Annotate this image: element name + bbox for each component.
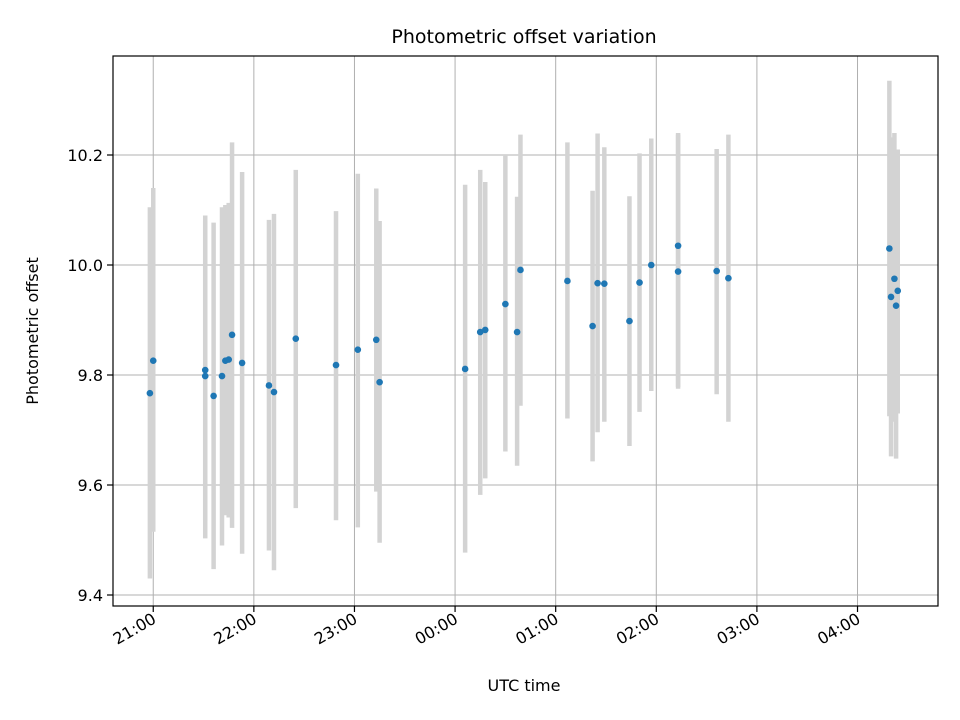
data-point [564, 277, 571, 285]
data-point [218, 372, 226, 380]
y-axis-label: Photometric offset [23, 257, 42, 405]
y-tick-label: 9.4 [78, 586, 103, 605]
data-point [713, 267, 720, 275]
data-point [513, 328, 521, 336]
data-point [372, 336, 380, 344]
data-point [894, 287, 902, 295]
data-point [674, 242, 682, 250]
plot-frame [112, 55, 939, 607]
data-point [228, 331, 236, 339]
data-point [354, 346, 362, 354]
data-point [265, 382, 273, 389]
chart-title: Photometric offset variation [391, 26, 656, 48]
data-point [201, 366, 209, 374]
data-point [210, 392, 217, 400]
data-point [292, 335, 300, 343]
data-point [461, 365, 469, 373]
data-point [601, 280, 608, 288]
data-point [225, 356, 233, 363]
data-point [476, 328, 484, 336]
data-point [376, 378, 383, 386]
y-tick-label: 9.8 [78, 366, 103, 385]
data-point [892, 302, 900, 310]
data-point [626, 317, 633, 325]
data-point [887, 293, 895, 301]
data-point [589, 322, 596, 330]
data-point [332, 361, 340, 369]
data-point [517, 266, 524, 274]
y-tick-label: 9.6 [78, 476, 103, 495]
data-point [146, 389, 154, 397]
data-point [886, 245, 893, 252]
y-tick-label: 10.2 [67, 146, 103, 165]
data-point [891, 275, 898, 283]
data-point [647, 261, 655, 269]
data-points [146, 242, 902, 400]
data-point [674, 268, 682, 275]
data-point [594, 279, 601, 287]
data-point [481, 326, 489, 334]
x-axis-label: UTC time [488, 676, 561, 695]
data-point [270, 388, 278, 396]
data-point [502, 300, 509, 308]
data-point [201, 372, 209, 380]
data-point [149, 357, 157, 365]
data-point [238, 359, 246, 367]
y-tick-label: 10.0 [67, 256, 103, 275]
data-point [725, 274, 732, 282]
grid-lines [113, 56, 938, 606]
data-point [636, 279, 643, 286]
